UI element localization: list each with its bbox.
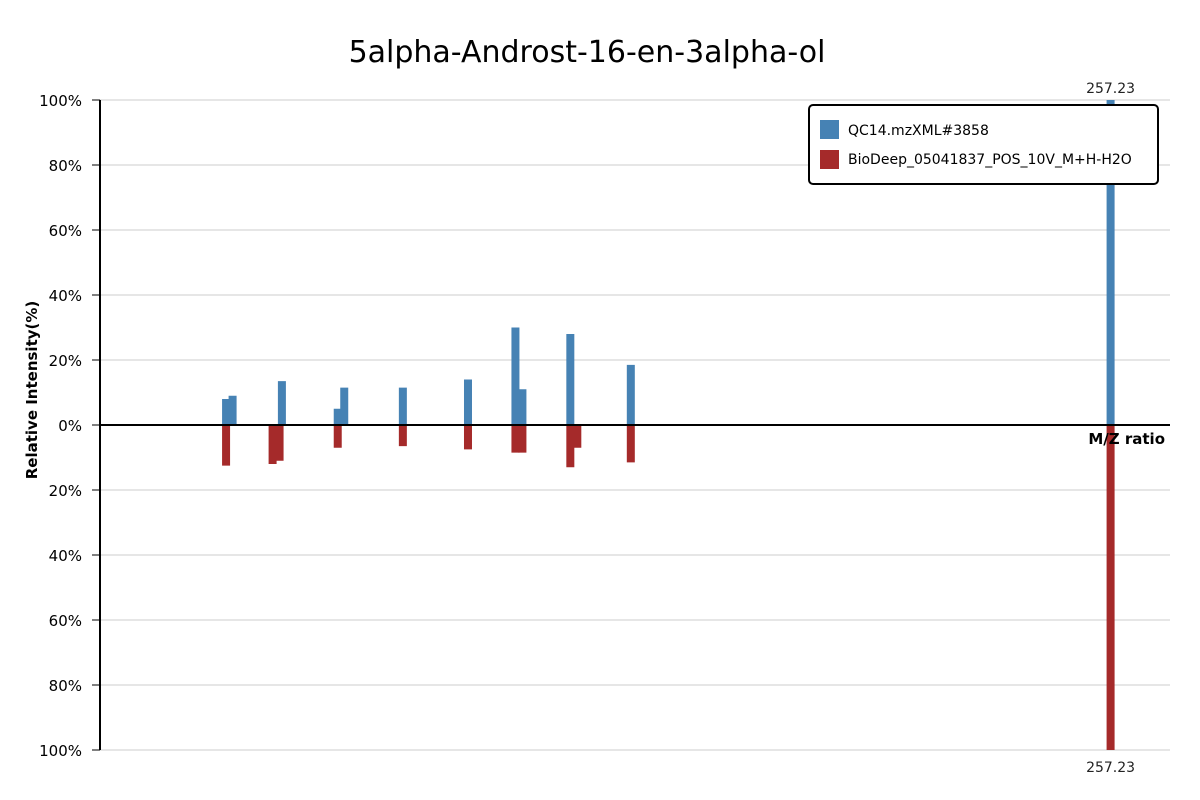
peak-bar-biodeep xyxy=(398,425,407,447)
peak-bar-biodeep xyxy=(573,425,582,448)
y-tick-label: 60% xyxy=(49,222,82,240)
peak-bar-qc14 xyxy=(340,387,349,426)
y-tick-label: 100% xyxy=(39,92,82,110)
peak-bar-biodeep xyxy=(566,425,575,468)
peak-bar-biodeep xyxy=(463,425,472,450)
legend-entry-qc14: QC14.mzXML#3858 xyxy=(848,123,989,139)
peak-bar-biodeep xyxy=(511,425,520,453)
peak-bar-qc14 xyxy=(228,395,237,425)
peak-bar-biodeep xyxy=(268,425,277,464)
peak-bar-qc14 xyxy=(626,364,635,426)
peak-bar-biodeep xyxy=(626,425,635,463)
peak-bar-qc14 xyxy=(518,389,527,425)
peak-bar-biodeep xyxy=(333,425,342,448)
peak-bar-biodeep xyxy=(1106,425,1115,750)
y-tick-label: 40% xyxy=(49,547,82,565)
y-tick-label: 20% xyxy=(49,482,82,500)
y-tick-label: 100% xyxy=(39,742,82,760)
peak-bar-qc14 xyxy=(222,399,231,425)
peak-label: 257.23 xyxy=(1086,760,1135,776)
peak-bar-qc14 xyxy=(511,327,520,425)
axes: 100% 80% 60% 40% 20% 0% 20% 40% 60% 80% 100% xyxy=(39,92,1170,760)
peak-bars: 257.23 257.23 xyxy=(222,81,1135,776)
legend-swatch-biodeep xyxy=(820,150,839,169)
peak-bar-qc14 xyxy=(333,408,342,425)
y-axis-title: Relative Intensity(%) xyxy=(23,301,41,480)
legend: QC14.mzXML#3858 BioDeep_05041837_POS_10V… xyxy=(808,104,1159,185)
y-tick-label: 80% xyxy=(49,677,82,695)
y-tick-label: 80% xyxy=(49,157,82,175)
legend-entry-biodeep: BioDeep_05041837_POS_10V_M+H-H2O xyxy=(848,152,1132,168)
peak-bar-biodeep xyxy=(222,425,231,466)
peak-bar-biodeep xyxy=(518,425,527,453)
peak-bar-qc14 xyxy=(398,387,407,426)
x-axis-title: M/Z ratio xyxy=(1088,430,1165,448)
y-tick-label: 40% xyxy=(49,287,82,305)
peak-bar-qc14 xyxy=(1106,100,1115,425)
grid-lines xyxy=(100,99,1170,751)
legend-box xyxy=(808,104,1159,185)
y-tick-label: 60% xyxy=(49,612,82,630)
peak-bar-qc14 xyxy=(566,334,575,425)
chart-title: 5alpha-Androst-16-en-3alpha-ol xyxy=(349,35,826,70)
peak-bar-qc14 xyxy=(463,379,472,425)
peak-bar-qc14 xyxy=(277,381,286,426)
peak-label: 257.23 xyxy=(1086,81,1135,97)
peak-bar-biodeep xyxy=(275,425,284,461)
y-tick-label: 20% xyxy=(49,352,82,370)
y-tick-label: 0% xyxy=(58,417,82,435)
legend-swatch-qc14 xyxy=(820,120,839,139)
